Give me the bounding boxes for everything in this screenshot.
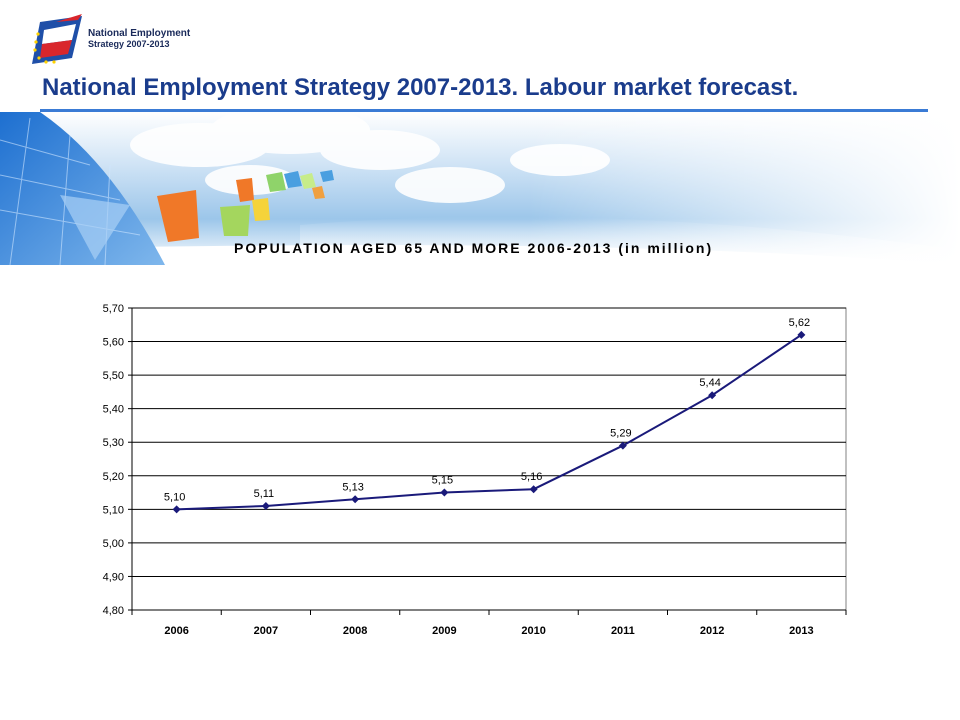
logo-emblem: [32, 14, 82, 64]
x-tick-label: 2013: [789, 625, 813, 637]
data-point-marker: [351, 495, 360, 504]
y-tick-label: 5,50: [103, 370, 124, 382]
x-tick-label: 2009: [432, 625, 456, 637]
building-graphic: [0, 112, 165, 265]
chart-title: POPULATION AGED 65 AND MORE 2006-2013 (i…: [234, 240, 714, 256]
data-label: 5,62: [789, 317, 810, 329]
data-label: 5,15: [432, 475, 453, 487]
series-path: [176, 334, 802, 511]
y-axis-ticks: 4,80 4,90 5,00 5,10 5,20 5,30 5,40 5,50 5,60 5,70: [103, 303, 132, 617]
data-point-marker: [797, 330, 806, 339]
data-label: 5,10: [164, 491, 185, 503]
data-point-marker: [529, 485, 538, 494]
x-tick-label: 2008: [343, 625, 367, 637]
plot-area: [131, 307, 847, 611]
title-underline: [40, 109, 928, 112]
logo: [26, 14, 186, 70]
y-tick-label: 4,90: [103, 571, 124, 583]
header-banner: [0, 106, 960, 290]
y-tick-label: 5,30: [103, 437, 124, 449]
x-tick-label: 2012: [700, 625, 724, 637]
logo-line-2: Strategy 2007-2013: [88, 39, 170, 49]
y-tick-label: 5,10: [103, 504, 124, 516]
data-label: 5,29: [610, 428, 631, 440]
y-tick-label: 5,20: [103, 471, 124, 483]
data-point-marker: [261, 501, 270, 510]
y-tick-label: 5,40: [103, 404, 124, 416]
data-point-marker: [440, 488, 449, 497]
data-label: 5,16: [521, 471, 542, 483]
y-tick-label: 4,80: [103, 605, 124, 617]
series-markers: [172, 330, 806, 514]
logo-text: National Employment Strategy 2007-2013: [88, 28, 190, 50]
data-label: 5,11: [254, 488, 275, 500]
data-label: 5,13: [342, 481, 363, 493]
data-labels: 5,10 5,11 5,13 5,15 5,16 5,29 5,44 5,62: [164, 317, 810, 503]
y-tick-label: 5,60: [103, 337, 124, 349]
x-tick-label: 2006: [164, 625, 188, 637]
y-tick-label: 5,70: [103, 303, 124, 315]
y-tick-label: 5,00: [103, 538, 124, 550]
x-tick-label: 2007: [254, 625, 278, 637]
x-tick-label: 2010: [521, 625, 545, 637]
flags-graphic: [157, 170, 334, 242]
gridlines: [132, 307, 846, 577]
data-label: 5,44: [699, 377, 720, 389]
data-point-marker: [618, 441, 627, 450]
series-line: [176, 334, 802, 511]
x-axis-ticks: 2006 2007 2008 2009 2010 2011 2012 2013: [131, 610, 847, 637]
data-point-marker: [172, 505, 181, 514]
x-tick-label: 2011: [611, 625, 635, 637]
data-point-marker: [708, 391, 717, 400]
logo-line-1: National Employment: [88, 28, 191, 39]
slide-title: National Employment Strategy 2007-2013. …: [42, 74, 799, 101]
